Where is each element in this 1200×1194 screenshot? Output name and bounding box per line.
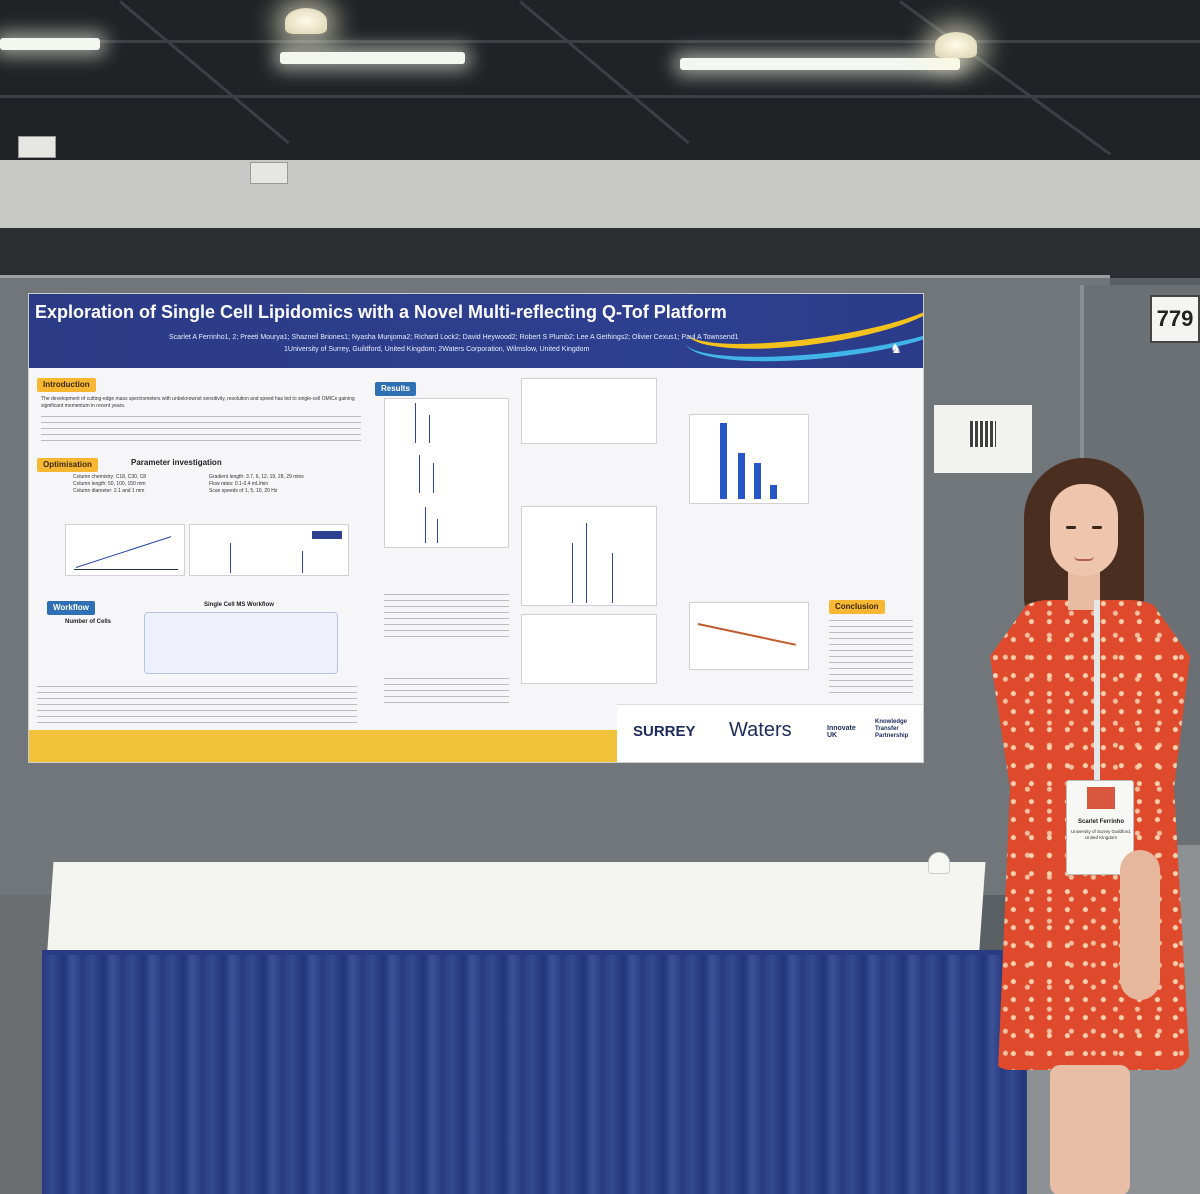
param-right-2: Flow rates: 0.1-0.4 mL/min (209, 481, 269, 487)
param-right-1: Gradient length: 3.7, 6, 12, 19, 28, 29 … (209, 474, 304, 480)
conclusion-paragraph (829, 620, 913, 698)
calibration-figure (65, 524, 185, 576)
presenter-legs (1050, 1065, 1130, 1194)
badge-name: Scarlet Ferrinho (1077, 819, 1124, 825)
wall-speaker (250, 162, 288, 184)
chromatogram-figure (189, 524, 349, 576)
ceiling-light (0, 38, 100, 50)
intro-text: The development of cutting-edge mass spe… (41, 396, 355, 409)
ceiling (0, 0, 1200, 160)
section-conclusion: Conclusion (829, 600, 885, 614)
qr-code-icon (970, 421, 996, 447)
section-workflow: Workflow (47, 601, 95, 615)
ktp-logo: Knowledge Transfer Partnership (875, 719, 909, 739)
badge-logo-icon (1087, 787, 1115, 809)
paper-cup (928, 852, 950, 874)
parameter-investigation-heading: Parameter investigation (131, 458, 222, 467)
param-left-2: Column length: 50, 100, 150 mm (73, 481, 146, 487)
ceiling-lamp (935, 32, 977, 58)
section-optimisation: Optimisation (37, 458, 98, 472)
pyramid-label: Number of Cells (65, 619, 112, 625)
intro-paragraph (41, 416, 361, 442)
dynamic-range-figure (689, 602, 809, 670)
floor-left (0, 895, 50, 1194)
results-paragraph-2 (384, 678, 509, 708)
workflow-diagram (144, 612, 338, 674)
booth-number: 779 (1150, 295, 1200, 343)
bar-chart-figure (689, 414, 809, 504)
table-top (46, 862, 986, 962)
surrey-logo: SURREY (633, 723, 696, 740)
ceiling-light (680, 58, 960, 70)
ceiling-truss (0, 40, 1200, 43)
upper-wall (0, 160, 1200, 230)
research-poster: Exploration of Single Cell Lipidomics wi… (28, 293, 924, 763)
bpi-chromatogram-figure (384, 398, 509, 548)
results-paragraph (384, 594, 509, 642)
param-right-3: Scan speeds of 1, 5, 10, 20 Hz (209, 488, 278, 494)
presenter-arm (1120, 850, 1160, 1000)
table-skirt (42, 955, 1027, 1194)
section-introduction: Introduction (37, 378, 96, 392)
innovate-uk-logo: Innovate UK (827, 725, 856, 739)
ceiling-lamp (285, 8, 327, 34)
logo-strip: SURREY Waters Innovate UK Knowledge Tran… (617, 704, 923, 762)
waters-logo: Waters (729, 719, 792, 741)
ceiling-light (280, 52, 465, 64)
poster-footer (29, 730, 617, 762)
back-wall-band (0, 228, 1200, 278)
workflow-paragraph (37, 686, 357, 726)
lanyard (1094, 600, 1100, 790)
pls-da-figure (521, 378, 657, 444)
badge-organization: University of Surrey Guildford, United K… (1070, 829, 1132, 840)
poster-header: Exploration of Single Cell Lipidomics wi… (29, 294, 923, 373)
presenter-dress (990, 600, 1190, 1070)
poster-affiliations: 1University of Surrey, Guildford, United… (284, 346, 590, 353)
presenter-eye (1066, 526, 1076, 529)
poster-title: Exploration of Single Cell Lipidomics wi… (35, 302, 727, 322)
section-results: Results (375, 382, 416, 396)
lipostar-figure (521, 506, 657, 606)
ceiling-truss (899, 0, 1112, 156)
ceiling-truss (519, 0, 690, 145)
fragmentation-figure (521, 614, 657, 684)
presenter-face (1050, 484, 1118, 576)
workflow-title: Single Cell MS Workflow (204, 602, 274, 608)
ceiling-truss (0, 95, 1200, 98)
qr-sheet (934, 405, 1032, 473)
stag-emblem-icon: ♞ (890, 341, 902, 356)
param-left-3: Column diameter: 2.1 and 1 mm (73, 488, 145, 494)
presenter: Scarlet Ferrinho University of Surrey Gu… (960, 450, 1200, 1194)
presenter-eye (1092, 526, 1102, 529)
presenter-mouth (1074, 556, 1094, 561)
wall-speaker (18, 136, 56, 158)
param-left-1: Column chemistry: C18, C30, C8 (73, 474, 147, 480)
poster-authors: Scarlet A Ferrinho1, 2; Preeti Mourya1; … (169, 334, 739, 341)
ceiling-truss (119, 0, 290, 145)
